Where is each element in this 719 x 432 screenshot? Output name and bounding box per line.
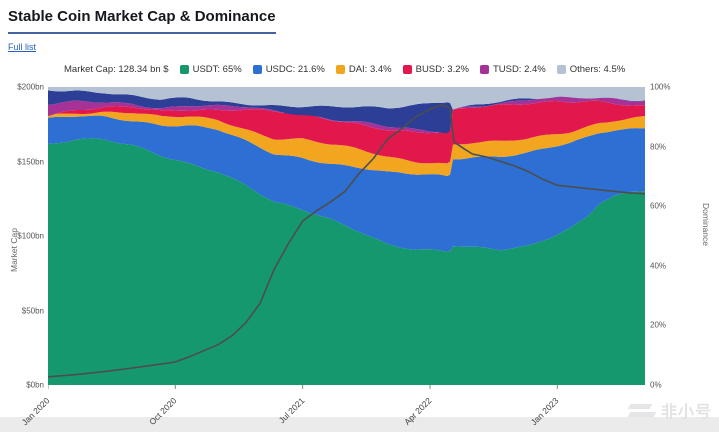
right-axis-title: Dominance bbox=[701, 203, 711, 246]
right-axis-tick-label: 100% bbox=[650, 82, 671, 92]
right-axis-tick-label: 20% bbox=[650, 320, 667, 330]
area-series-busd bbox=[48, 100, 645, 164]
legend-market-cap-value: Market Cap: 128.34 bn $ bbox=[64, 64, 169, 75]
right-axis-tick-label: 40% bbox=[650, 261, 667, 271]
legend-item-usdc[interactable]: USDC: 21.6% bbox=[252, 64, 325, 75]
left-axis-tick-label: $150bn bbox=[17, 157, 44, 166]
right-axis-tick-label: 60% bbox=[650, 201, 667, 211]
legend-item-label: USDT: 65% bbox=[192, 64, 242, 75]
right-axis-tick-label: 0% bbox=[650, 380, 662, 390]
area-series-dai bbox=[48, 111, 645, 176]
legend-item-others[interactable]: Others: 4.5% bbox=[556, 64, 626, 75]
chart-legend: Market Cap: 128.34 bn $ USDT: 65% USDC: 2… bbox=[64, 64, 625, 75]
chart-canvas[interactable] bbox=[47, 87, 646, 390]
legend-swatch-icon bbox=[252, 65, 262, 74]
legend-item-label: BUSD: 3.2% bbox=[415, 64, 469, 75]
right-axis-tick-label: 80% bbox=[650, 142, 667, 152]
left-axis-tick-label: $50bn bbox=[21, 306, 44, 315]
legend-item-label: DAI: 3.4% bbox=[348, 64, 392, 75]
page-title: Stable Coin Market Cap & Dominance bbox=[8, 8, 276, 34]
market-cap-line bbox=[47, 104, 646, 378]
legend-item-label: Others: 4.5% bbox=[569, 64, 626, 75]
legend-swatch-icon bbox=[479, 65, 489, 74]
legend-swatch-icon bbox=[402, 65, 412, 74]
legend-swatch-icon bbox=[556, 65, 566, 74]
legend-item-label: USDC: 21.6% bbox=[265, 64, 325, 75]
legend-item-tusd[interactable]: TUSD: 2.4% bbox=[479, 64, 546, 75]
legend-item-busd[interactable]: BUSD: 3.2% bbox=[402, 64, 469, 75]
legend-item-dai[interactable]: DAI: 3.4% bbox=[335, 64, 392, 75]
left-axis-tick-label: $100bn bbox=[17, 231, 44, 241]
page-bottom-strip bbox=[0, 417, 719, 432]
full-list-link[interactable]: Full list bbox=[8, 42, 37, 52]
legend-item-label: TUSD: 2.4% bbox=[492, 64, 546, 75]
left-axis-tick-label: $200bn bbox=[17, 82, 44, 92]
feixiaohao-logo-icon bbox=[627, 403, 657, 417]
legend-item-usdt[interactable]: USDT: 65% bbox=[179, 64, 242, 75]
area-series-others bbox=[48, 87, 645, 110]
watermark: 非小号 bbox=[627, 398, 712, 422]
left-axis-tick-label: $0bn bbox=[26, 380, 44, 390]
area-series-usdc bbox=[48, 115, 645, 252]
watermark-text: 非小号 bbox=[660, 404, 712, 421]
legend-swatch-icon bbox=[335, 65, 345, 74]
area-series-usdt bbox=[48, 138, 645, 385]
area-series-unlabeled-navy-band bbox=[48, 90, 645, 134]
legend-swatch-icon bbox=[179, 65, 189, 74]
area-series-tusd bbox=[48, 95, 645, 134]
dominance-stacked-area-chart[interactable] bbox=[47, 87, 646, 390]
